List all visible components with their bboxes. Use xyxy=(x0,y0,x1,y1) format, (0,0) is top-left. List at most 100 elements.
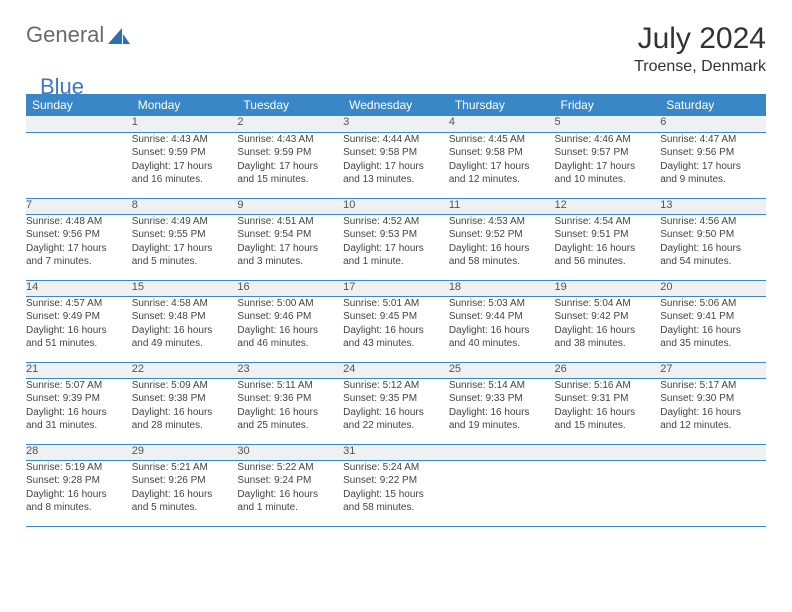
day-info-line: Daylight: 17 hours xyxy=(449,160,555,174)
day-cell: Sunrise: 4:56 AMSunset: 9:50 PMDaylight:… xyxy=(660,214,766,280)
day-info-line: Sunrise: 4:52 AM xyxy=(343,215,449,229)
day-content-row: Sunrise: 5:19 AMSunset: 9:28 PMDaylight:… xyxy=(26,460,766,526)
day-info-line: Sunset: 9:59 PM xyxy=(132,146,238,160)
day-number: 5 xyxy=(555,116,661,132)
day-info-line: and 5 minutes. xyxy=(132,255,238,269)
day-info-line: Sunset: 9:49 PM xyxy=(26,310,132,324)
day-number: 24 xyxy=(343,362,449,378)
day-cell: Sunrise: 4:44 AMSunset: 9:58 PMDaylight:… xyxy=(343,132,449,198)
day-number: 11 xyxy=(449,198,555,214)
day-info-line: Sunset: 9:46 PM xyxy=(237,310,343,324)
day-info-line: and 56 minutes. xyxy=(555,255,661,269)
day-cell: Sunrise: 5:04 AMSunset: 9:42 PMDaylight:… xyxy=(555,296,661,362)
day-number: 23 xyxy=(237,362,343,378)
day-number: 8 xyxy=(132,198,238,214)
day-info-line: Sunset: 9:50 PM xyxy=(660,228,766,242)
day-cell: Sunrise: 5:19 AMSunset: 9:28 PMDaylight:… xyxy=(26,460,132,526)
day-info-line: and 7 minutes. xyxy=(26,255,132,269)
day-cell: Sunrise: 4:46 AMSunset: 9:57 PMDaylight:… xyxy=(555,132,661,198)
day-info-line: Sunset: 9:28 PM xyxy=(26,474,132,488)
day-info-line: Sunset: 9:24 PM xyxy=(237,474,343,488)
day-info-line: and 49 minutes. xyxy=(132,337,238,351)
day-number: 12 xyxy=(555,198,661,214)
day-info-line: and 16 minutes. xyxy=(132,173,238,187)
day-info-line: Daylight: 17 hours xyxy=(660,160,766,174)
day-info-line: Sunrise: 5:06 AM xyxy=(660,297,766,311)
day-info-line: Daylight: 16 hours xyxy=(343,406,449,420)
day-info-line: Sunset: 9:56 PM xyxy=(660,146,766,160)
day-info-line: Daylight: 17 hours xyxy=(555,160,661,174)
day-info-line: Daylight: 15 hours xyxy=(343,488,449,502)
day-number-row: 28293031 xyxy=(26,444,766,460)
day-content-row: Sunrise: 5:07 AMSunset: 9:39 PMDaylight:… xyxy=(26,378,766,444)
day-info-line: and 13 minutes. xyxy=(343,173,449,187)
day-info-line: Sunrise: 4:46 AM xyxy=(555,133,661,147)
day-info-line: Daylight: 17 hours xyxy=(343,242,449,256)
day-cell: Sunrise: 5:16 AMSunset: 9:31 PMDaylight:… xyxy=(555,378,661,444)
day-number: 28 xyxy=(26,444,132,460)
day-number: 4 xyxy=(449,116,555,132)
day-info-line: Daylight: 16 hours xyxy=(449,324,555,338)
day-info-line: Daylight: 16 hours xyxy=(449,242,555,256)
day-cell: Sunrise: 5:03 AMSunset: 9:44 PMDaylight:… xyxy=(449,296,555,362)
day-info-line: Sunset: 9:41 PM xyxy=(660,310,766,324)
day-info-line: and 15 minutes. xyxy=(555,419,661,433)
day-cell: Sunrise: 4:49 AMSunset: 9:55 PMDaylight:… xyxy=(132,214,238,280)
day-cell: Sunrise: 4:57 AMSunset: 9:49 PMDaylight:… xyxy=(26,296,132,362)
day-info-line: Daylight: 17 hours xyxy=(343,160,449,174)
day-info-line: Daylight: 16 hours xyxy=(132,324,238,338)
day-info-line: Sunrise: 4:58 AM xyxy=(132,297,238,311)
day-info-line: Sunrise: 5:07 AM xyxy=(26,379,132,393)
location: Troense, Denmark xyxy=(634,58,766,76)
day-cell: Sunrise: 4:54 AMSunset: 9:51 PMDaylight:… xyxy=(555,214,661,280)
day-info-line: and 43 minutes. xyxy=(343,337,449,351)
day-info-line: Daylight: 16 hours xyxy=(26,488,132,502)
day-info-line: Sunset: 9:26 PM xyxy=(132,474,238,488)
day-cell: Sunrise: 5:06 AMSunset: 9:41 PMDaylight:… xyxy=(660,296,766,362)
day-number: 30 xyxy=(237,444,343,460)
day-info-line: Sunset: 9:44 PM xyxy=(449,310,555,324)
logo-sail-icon xyxy=(108,26,130,44)
day-header: Tuesday xyxy=(237,94,343,116)
day-info-line: and 51 minutes. xyxy=(26,337,132,351)
day-info-line: Sunset: 9:36 PM xyxy=(237,392,343,406)
day-number: 19 xyxy=(555,280,661,296)
month-title: July 2024 xyxy=(634,22,766,56)
day-info-line: and 10 minutes. xyxy=(555,173,661,187)
day-number: 16 xyxy=(237,280,343,296)
day-info-line: and 3 minutes. xyxy=(237,255,343,269)
day-number: 7 xyxy=(26,198,132,214)
day-info-line: Daylight: 17 hours xyxy=(237,242,343,256)
day-cell: Sunrise: 4:52 AMSunset: 9:53 PMDaylight:… xyxy=(343,214,449,280)
day-info-line: Sunrise: 5:09 AM xyxy=(132,379,238,393)
day-info-line: Sunrise: 5:22 AM xyxy=(237,461,343,475)
day-info-line: Sunrise: 5:04 AM xyxy=(555,297,661,311)
day-info-line: and 1 minute. xyxy=(237,501,343,515)
day-info-line: and 12 minutes. xyxy=(660,419,766,433)
day-info-line: Sunset: 9:53 PM xyxy=(343,228,449,242)
day-info-line: Daylight: 17 hours xyxy=(237,160,343,174)
day-info-line: Sunrise: 4:56 AM xyxy=(660,215,766,229)
day-info-line: Daylight: 16 hours xyxy=(132,406,238,420)
day-number: 25 xyxy=(449,362,555,378)
day-info-line: Sunrise: 5:16 AM xyxy=(555,379,661,393)
day-info-line: Sunrise: 4:43 AM xyxy=(237,133,343,147)
day-info-line: and 54 minutes. xyxy=(660,255,766,269)
day-number-row: 14151617181920 xyxy=(26,280,766,296)
day-cell xyxy=(26,132,132,198)
day-info-line: Daylight: 16 hours xyxy=(343,324,449,338)
day-info-line: Sunrise: 4:47 AM xyxy=(660,133,766,147)
day-info-line: and 25 minutes. xyxy=(237,419,343,433)
day-content-row: Sunrise: 4:57 AMSunset: 9:49 PMDaylight:… xyxy=(26,296,766,362)
day-cell: Sunrise: 4:43 AMSunset: 9:59 PMDaylight:… xyxy=(132,132,238,198)
day-info-line: Daylight: 17 hours xyxy=(132,242,238,256)
day-number-row: 123456 xyxy=(26,116,766,132)
day-info-line: Daylight: 16 hours xyxy=(660,242,766,256)
day-cell: Sunrise: 5:00 AMSunset: 9:46 PMDaylight:… xyxy=(237,296,343,362)
day-cell: Sunrise: 5:09 AMSunset: 9:38 PMDaylight:… xyxy=(132,378,238,444)
day-info-line: Sunset: 9:30 PM xyxy=(660,392,766,406)
day-number: 20 xyxy=(660,280,766,296)
day-info-line: Daylight: 17 hours xyxy=(132,160,238,174)
day-info-line: Sunset: 9:45 PM xyxy=(343,310,449,324)
day-number-row: 78910111213 xyxy=(26,198,766,214)
